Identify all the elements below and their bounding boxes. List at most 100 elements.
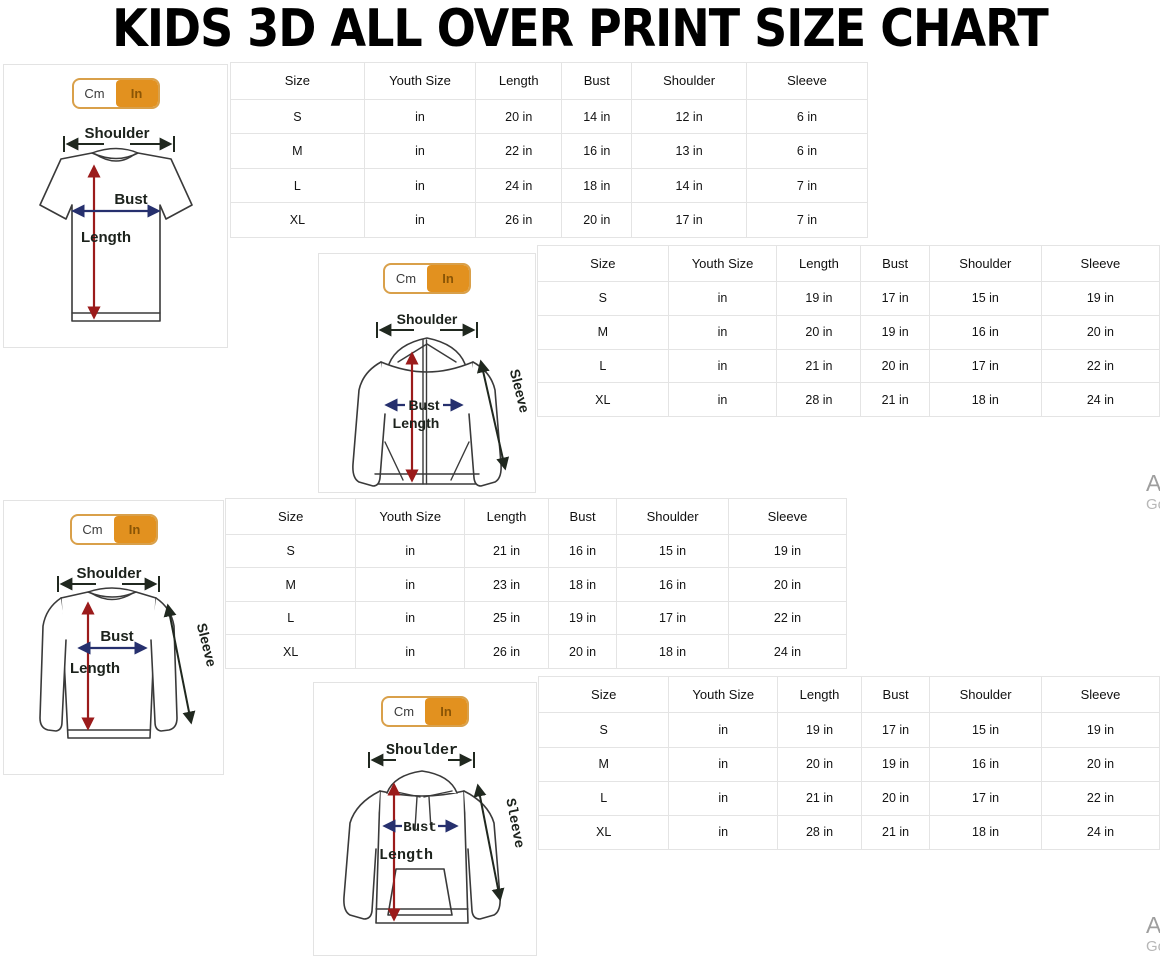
size-cell: 24 in [1040, 382, 1160, 417]
size-cell: 18 in [928, 382, 1042, 417]
bust-label: Bust [114, 191, 147, 208]
size-cell: 20 in [1040, 746, 1160, 782]
sleeve-label: Sleeve [507, 367, 533, 414]
size-cell: 23 in [464, 567, 549, 602]
size-row-label: L [537, 780, 670, 816]
size-row-label: M [230, 133, 365, 169]
size-cell: 20 in [727, 567, 848, 602]
size-row-label: XL [537, 814, 670, 851]
watermark-bottom: A Go [1146, 912, 1160, 956]
sleeve-label: Sleeve [194, 621, 220, 668]
length-label: Length [81, 229, 131, 246]
size-cell: 6 in [745, 133, 869, 169]
size-row-label: M [537, 746, 670, 782]
page-title: KIDS 3D ALL OVER PRINT SIZE CHART [112, 0, 1049, 59]
size-cell: 21 in [777, 780, 862, 816]
size-cell: 18 in [561, 167, 633, 204]
size-cell: 16 in [547, 533, 618, 569]
watermark-line2: Go [1146, 938, 1160, 956]
size-cell: 24 in [727, 634, 848, 669]
hoodie-panel: Cm In Shoulder Bust Length Sleeve [313, 682, 537, 956]
length-label: Length [379, 847, 433, 864]
bust-label: Bust [403, 820, 437, 836]
size-cell: 22 in [727, 600, 848, 636]
size-cell: 19 in [727, 533, 848, 569]
size-cell: 20 in [475, 98, 563, 135]
column-header: Length [475, 62, 563, 100]
size-cell: 21 in [776, 348, 862, 384]
in-toggle-button[interactable]: In [115, 80, 158, 107]
column-header: Length [464, 498, 549, 535]
shoulder-label: Shoulder [84, 125, 149, 142]
size-row-label: L [537, 348, 669, 384]
column-header: Youth Size [363, 62, 477, 100]
in-toggle-button[interactable]: In [113, 516, 156, 543]
cm-toggle-button[interactable]: Cm [393, 704, 415, 719]
size-cell: in [667, 281, 778, 316]
size-row-label: S [224, 533, 357, 569]
cm-toggle-button[interactable]: Cm [82, 522, 103, 537]
column-header: Length [777, 675, 862, 714]
size-cell: in [667, 348, 778, 384]
cm-toggle-button[interactable]: Cm [84, 86, 105, 101]
watermark-top: A Go [1146, 470, 1160, 514]
size-cell: 7 in [745, 202, 869, 238]
length-label: Length [70, 660, 120, 677]
column-header: Shoulder [631, 62, 747, 100]
in-toggle-button[interactable]: In [425, 698, 467, 725]
column-header: Sleeve [1040, 675, 1160, 714]
size-cell: 19 in [860, 746, 931, 782]
size-cell: 7 in [745, 167, 869, 204]
size-cell: 26 in [464, 634, 549, 669]
in-toggle-button[interactable]: In [427, 265, 469, 292]
column-header: Size [230, 62, 365, 100]
size-cell: 14 in [631, 167, 747, 204]
size-cell: 20 in [777, 746, 862, 782]
size-cell: in [667, 382, 778, 417]
long-sleeve-diagram: Shoulder Length Bust Sleeve [39, 565, 220, 739]
column-header: Length [776, 245, 862, 282]
size-cell: in [363, 133, 477, 169]
unit-toggle: Cm In [383, 263, 471, 294]
size-cell: 20 in [1040, 314, 1160, 350]
cm-toggle-button[interactable]: Cm [395, 271, 417, 286]
column-header: Bust [547, 498, 618, 535]
size-cell: 21 in [860, 382, 930, 417]
bust-label: Bust [408, 397, 439, 413]
column-header: Sleeve [745, 62, 869, 100]
size-cell: in [355, 600, 466, 636]
size-cell: 20 in [860, 780, 931, 816]
size-row-label: S [537, 712, 670, 748]
size-cell: 20 in [547, 634, 618, 669]
column-header: Youth Size [667, 245, 778, 282]
watermark-line2: Go [1146, 496, 1160, 514]
size-cell: 16 in [928, 314, 1042, 350]
column-header: Sleeve [727, 498, 848, 535]
size-cell: 21 in [464, 533, 549, 569]
unit-toggle: Cm In [71, 78, 160, 109]
size-cell: 18 in [547, 567, 618, 602]
size-cell: 22 in [1040, 780, 1160, 816]
size-cell: 17 in [860, 281, 930, 316]
zip-hoodie-diagram: Shoulder Bust Length Sleeve [352, 311, 533, 487]
size-cell: 19 in [860, 314, 930, 350]
size-cell: 17 in [631, 202, 747, 238]
hoodie-diagram: Shoulder Bust Length Sleeve [343, 742, 527, 924]
size-cell: 19 in [1040, 712, 1160, 748]
size-cell: 15 in [928, 281, 1042, 316]
size-cell: 17 in [616, 600, 729, 636]
size-cell: in [355, 533, 466, 569]
tshirt-panel: Cm In Shoulder Length Bust [3, 64, 228, 348]
column-header: Size [537, 245, 669, 282]
size-cell: 14 in [561, 98, 633, 135]
shoulder-label: Shoulder [386, 742, 458, 759]
column-header: Shoulder [616, 498, 729, 535]
size-cell: in [355, 634, 466, 669]
